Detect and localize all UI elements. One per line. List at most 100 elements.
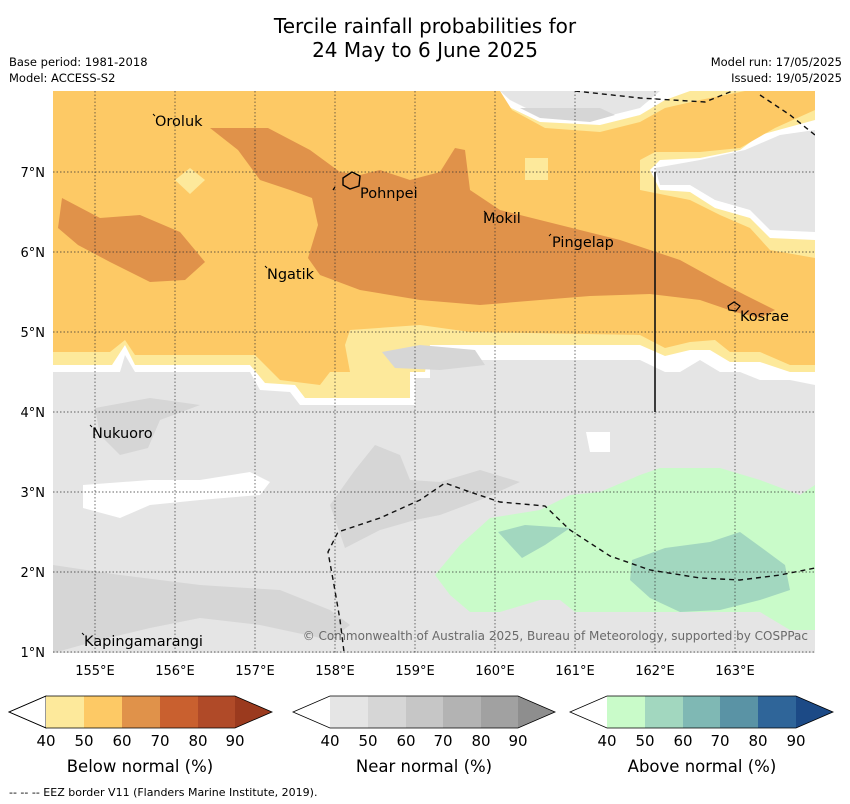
colorbar-tick: 80 — [748, 732, 767, 750]
colorbar-tick: 90 — [225, 732, 244, 750]
near-normal-40-area-ne — [655, 130, 815, 232]
colorbar-swatch — [481, 696, 518, 728]
eez-border-north — [574, 91, 815, 136]
colorbar-near-normal: 40 50 60 70 80 90 Near normal (%) — [291, 695, 557, 776]
above-normal-50-area-a — [498, 525, 570, 558]
mokil-marker — [483, 210, 487, 214]
model-run: Model run: 17/05/2025 — [710, 55, 842, 69]
colorbar-swatch — [84, 696, 122, 728]
lon-tick: 163°E — [715, 664, 755, 679]
model-name: Model: ACCESS-S2 — [9, 71, 116, 85]
lon-tick: 162°E — [635, 664, 675, 679]
lat-tick: 4°N — [21, 406, 46, 421]
lat-tick-labels: 1°N 2°N 3°N 4°N 5°N 6°N 7°N — [21, 166, 46, 661]
near-normal-50-area-d — [53, 565, 350, 653]
lat-tick: 1°N — [21, 646, 46, 661]
lat-tick: 3°N — [21, 486, 46, 501]
colorbar-swatch — [645, 696, 683, 728]
lon-tick: 161°E — [555, 664, 595, 679]
colorbar-tick: 70 — [433, 732, 452, 750]
title-line-2: 24 May to 6 June 2025 — [312, 38, 538, 62]
colorbar-swatch — [443, 696, 481, 728]
place-mokil: Mokil — [483, 211, 521, 227]
colorbar-under-arrow — [293, 696, 330, 728]
kosrae-island-outline — [727, 301, 741, 312]
near-normal-50-area-e — [520, 108, 615, 122]
copyright-notice: © Commonwealth of Australia 2025, Bureau… — [303, 629, 808, 643]
colorbar-label-above-normal: Above normal (%) — [628, 757, 777, 776]
issued-date: Issued: 19/05/2025 — [731, 71, 842, 85]
colorbar-tick: 80 — [188, 732, 207, 750]
lat-tick: 2°N — [21, 566, 46, 581]
colorbar-over-arrow — [518, 696, 555, 728]
colorbar-over-arrow — [796, 696, 833, 728]
colorbar-tick: 90 — [508, 732, 527, 750]
eez-border — [327, 482, 815, 653]
island-marker-a — [332, 186, 336, 191]
colorbar-tick: 40 — [597, 732, 616, 750]
lon-tick: 160°E — [475, 664, 515, 679]
title-line-1: Tercile rainfall probabilities for — [273, 14, 577, 38]
pohnpei-island-outline — [342, 171, 361, 190]
colorbar-swatch — [122, 696, 160, 728]
place-nukuoro: Nukuoro — [92, 426, 153, 442]
colorbar-swatch — [406, 696, 443, 728]
colorbar-under-arrow — [570, 696, 607, 728]
lon-tick: 156°E — [155, 664, 195, 679]
pingelap-marker — [548, 233, 552, 237]
colorbar-tick: 60 — [112, 732, 131, 750]
lat-tick: 6°N — [21, 246, 46, 261]
eez-legend: -- -- -- EEZ border V11 (Flanders Marine… — [9, 786, 318, 799]
colorbar-outline — [7, 695, 274, 729]
lat-tick: 5°N — [21, 326, 46, 341]
place-ngatik: Ngatik — [267, 267, 315, 283]
near-normal-50-area-a — [382, 345, 485, 370]
colorbar-tick: 90 — [786, 732, 805, 750]
base-period: Base period: 1981-2018 — [9, 55, 148, 69]
near-normal-50-area-b — [95, 398, 200, 455]
colorbar-tick: 40 — [36, 732, 55, 750]
colorbar-tick: 50 — [74, 732, 93, 750]
colorbar-tick: 40 — [320, 732, 339, 750]
colorbar-over-arrow — [235, 696, 272, 728]
colorbar-ticks: 40 50 60 70 80 90 — [36, 732, 244, 750]
place-pohnpei: Pohnpei — [360, 186, 418, 202]
colorbar-above-normal: 40 50 60 70 80 90 Above normal (%) — [568, 695, 835, 776]
lon-tick: 155°E — [75, 664, 115, 679]
colorbar-tick: 50 — [635, 732, 654, 750]
map-title: Tercile rainfall probabilities for 24 Ma… — [0, 14, 850, 62]
colorbar-ticks: 40 50 60 70 80 90 — [597, 732, 805, 750]
colorbar-tick: 50 — [358, 732, 377, 750]
colorbar-label-below-normal: Below normal (%) — [67, 757, 214, 776]
colorbar-under-arrow — [7, 695, 47, 729]
colorbar-tick: 70 — [150, 732, 169, 750]
colorbar-outline — [568, 695, 835, 729]
colorbar-swatch — [46, 696, 84, 728]
colorbar-swatch — [720, 696, 758, 728]
colorbar-tick: 60 — [673, 732, 692, 750]
meta-right: Model run: 17/05/2025 Issued: 19/05/2025 — [711, 54, 842, 86]
colorbar-outline — [291, 695, 557, 729]
colorbar-tick: 70 — [710, 732, 729, 750]
lat-tick: 7°N — [21, 166, 46, 181]
lon-tick: 159°E — [395, 664, 435, 679]
meta-left: Base period: 1981-2018 Model: ACCESS-S2 — [9, 54, 148, 86]
colorbar-swatch — [683, 696, 720, 728]
colorbar-below-normal: 40 50 60 70 80 90 Below normal (%) — [7, 695, 274, 776]
colorbar-label-near-normal: Near normal (%) — [356, 757, 492, 776]
colorbar-tick: 60 — [396, 732, 415, 750]
place-pingelap: Pingelap — [552, 235, 614, 251]
colorbar-swatch — [758, 696, 796, 728]
colorbar-ticks: 40 50 60 70 80 90 — [320, 732, 527, 750]
below-normal-60-area — [210, 128, 775, 318]
colorbar-tick: 80 — [471, 732, 490, 750]
nukuoro-marker — [89, 424, 93, 428]
near-normal-white-gap-b — [586, 432, 610, 452]
above-normal-50-area-b — [630, 532, 790, 612]
below-normal-50-hole-b — [525, 158, 548, 180]
below-normal-60-area-west — [58, 198, 205, 282]
near-normal-white-gap-a — [83, 472, 270, 518]
kapingamarangi-marker — [81, 632, 85, 636]
colorbar-swatch — [198, 696, 235, 728]
